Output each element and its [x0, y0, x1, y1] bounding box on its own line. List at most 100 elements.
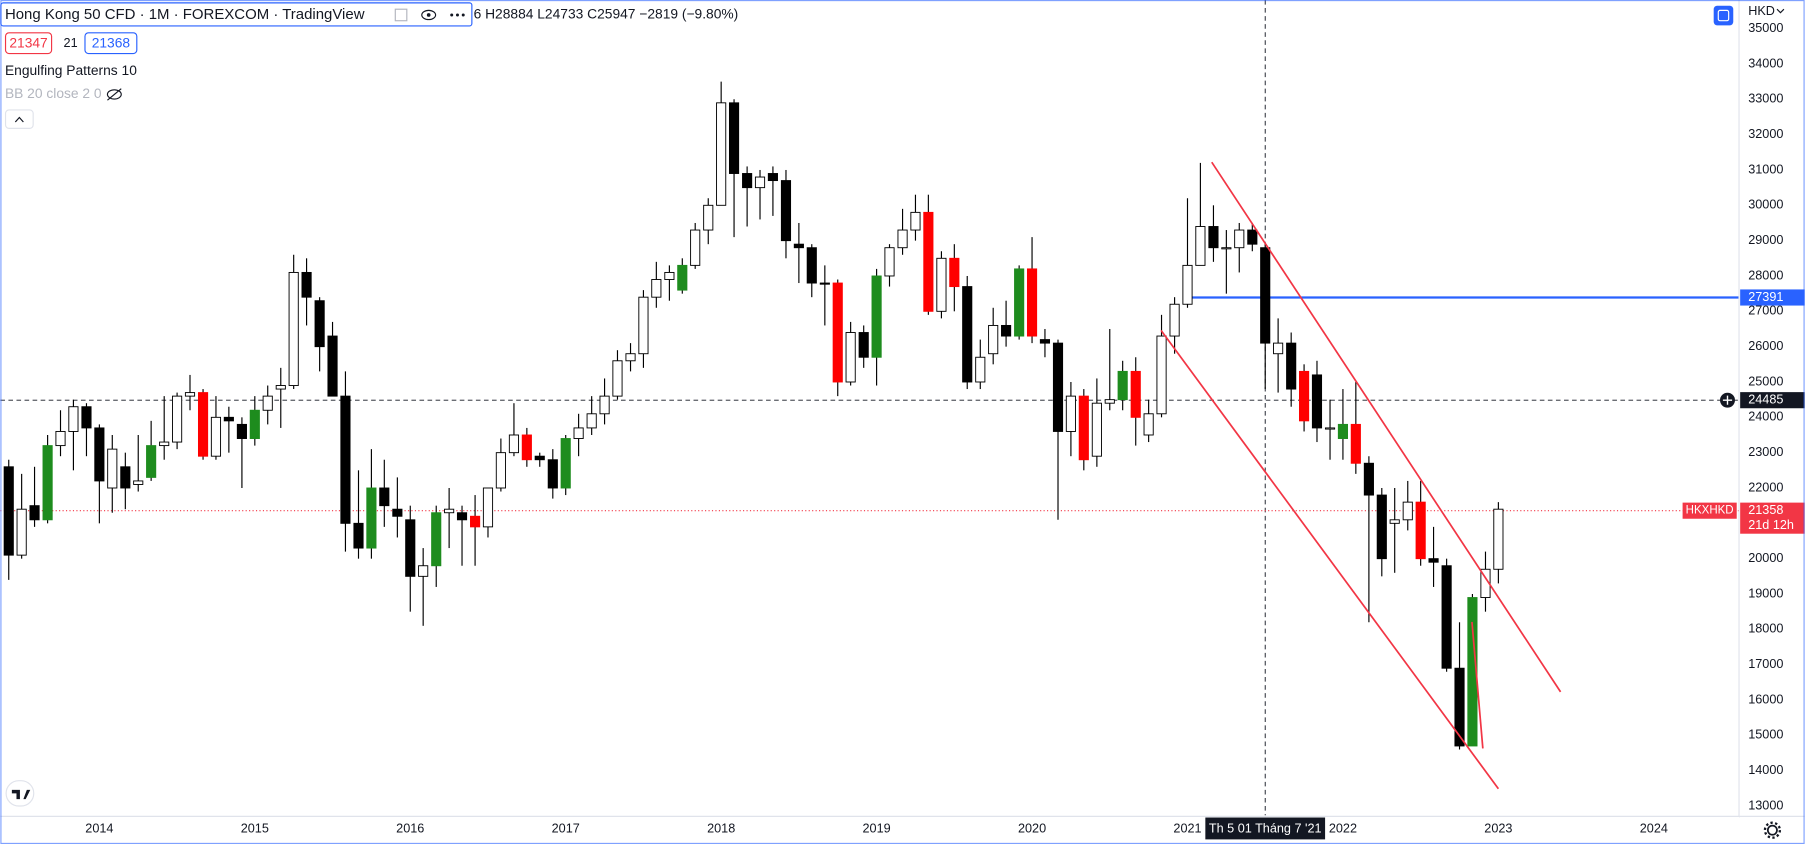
candle-body [612, 360, 623, 397]
candle-body [1026, 268, 1038, 337]
y-tick-label: 31000 [1748, 162, 1783, 176]
candle-body [120, 466, 131, 489]
candle-body [534, 455, 545, 461]
candle-body [1195, 226, 1206, 266]
collapse-icon [14, 116, 24, 123]
candle-body [366, 487, 377, 549]
candle-body [418, 565, 429, 577]
candle-body [42, 445, 53, 521]
candle-body [1376, 494, 1387, 560]
flag-icon[interactable] [394, 8, 408, 22]
candle-body [275, 385, 286, 390]
candle-body [1052, 342, 1064, 432]
more-icon[interactable] [450, 13, 465, 17]
candle-body [340, 395, 351, 524]
x-tick-label: 2020 [1018, 821, 1046, 835]
x-tick-label: 2014 [85, 821, 113, 835]
candle-body [1039, 339, 1051, 344]
candle-body [3, 466, 14, 556]
y-tick-label: 29000 [1748, 233, 1783, 247]
y-tick-label: 18000 [1748, 622, 1783, 636]
candle-body [94, 427, 105, 482]
currency[interactable]: HKD [1748, 4, 1775, 18]
candle-body [495, 452, 506, 489]
time-axis-panel [0, 816, 1740, 844]
candle-body [1389, 519, 1400, 524]
crosshair-x-badge [1205, 817, 1326, 840]
symbol-badge-label: HKXHKD [1686, 505, 1734, 517]
candle-body [1117, 370, 1128, 401]
x-tick-label: 2022 [1329, 821, 1357, 835]
trendline [1471, 621, 1484, 749]
candle-body [1324, 427, 1336, 430]
y-tick-label: 24000 [1748, 410, 1783, 424]
candle-body [1104, 399, 1115, 404]
candle-body [81, 406, 92, 429]
candle-body [470, 515, 481, 528]
crosshair-label: 24485 [1748, 393, 1783, 407]
candle-body [392, 508, 403, 517]
trendline [1211, 161, 1562, 693]
candle-body [1402, 501, 1413, 521]
sell-price: 21347 [9, 34, 47, 50]
candle-body [508, 434, 520, 454]
candle-body [107, 448, 118, 489]
x-tick-label: 2024 [1640, 821, 1668, 835]
candle-body [236, 423, 247, 439]
collapse-button[interactable] [4, 109, 34, 129]
candle-body [599, 395, 610, 415]
buy-price: 21368 [92, 34, 131, 50]
candle-body [1001, 324, 1012, 337]
candle-body [1156, 335, 1167, 415]
candle-body [560, 438, 571, 489]
y-tick-label: 16000 [1748, 692, 1783, 706]
y-tick-label: 30000 [1748, 198, 1783, 212]
candle-body [742, 173, 753, 189]
candle-body [1273, 342, 1284, 355]
hidden-icon[interactable] [106, 88, 122, 101]
sell-button[interactable] [4, 32, 53, 55]
candle-body [210, 416, 222, 457]
y-tick-label: 34000 [1748, 56, 1783, 70]
candle-body [184, 392, 196, 397]
y-tick-label: 27000 [1748, 304, 1783, 318]
symbol-badge [1682, 502, 1737, 519]
x-tick-label: 2018 [707, 821, 735, 835]
candle-body [936, 257, 947, 312]
y-tick-label: 19000 [1748, 586, 1783, 600]
candle-body [949, 257, 960, 288]
buy-button[interactable] [84, 32, 138, 55]
x-tick-label: 2019 [863, 821, 891, 835]
add-order-plus [1722, 395, 1733, 405]
trendline [1160, 329, 1500, 790]
indicator-label[interactable]: BB 20 close 2 0 [5, 85, 102, 101]
y-tick-label: 32000 [1748, 127, 1783, 141]
candle-body [858, 332, 869, 358]
candle-body [223, 416, 234, 422]
screenshot-button[interactable] [1713, 5, 1734, 26]
x-tick-label: 2023 [1484, 821, 1512, 835]
candle-body [832, 282, 843, 383]
candle-body [664, 271, 675, 280]
candle-body [379, 487, 390, 507]
candle-body [249, 409, 260, 439]
candle-body [651, 279, 662, 298]
candle-body [1091, 402, 1102, 457]
candle-body [754, 176, 766, 189]
candle-body [1441, 565, 1452, 669]
candle-body [301, 271, 312, 298]
x-tick-label: 2016 [396, 821, 424, 835]
candle-body [573, 427, 584, 439]
y-tick-label: 15000 [1748, 728, 1783, 742]
candle-body [806, 247, 817, 284]
candle-body [1260, 247, 1271, 344]
indicator-label[interactable]: Engulfing Patterns 10 [5, 62, 137, 78]
candle-body [845, 332, 856, 383]
candle-body [444, 508, 455, 514]
candle-body [1014, 268, 1025, 337]
settings-icon[interactable] [1763, 821, 1782, 839]
tv-logo[interactable] [5, 780, 35, 807]
eye-icon[interactable] [421, 9, 437, 21]
